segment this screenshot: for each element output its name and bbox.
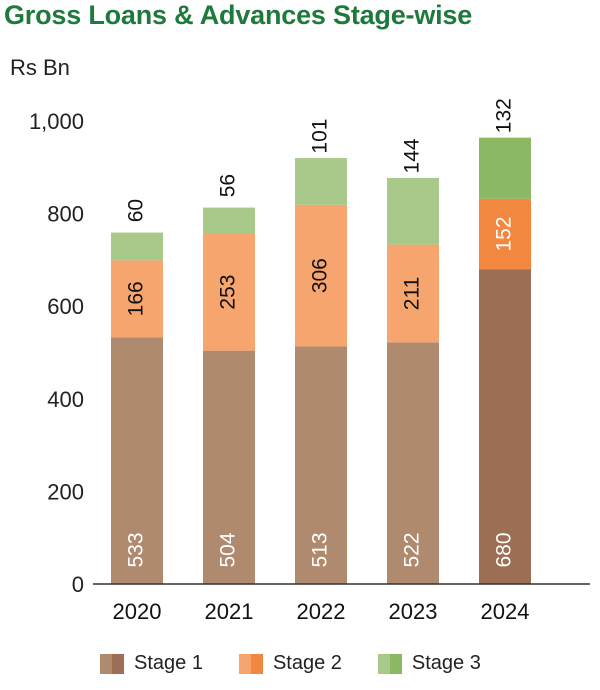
bar-segment-stage-1 [111,337,163,584]
legend-label-stage-3: Stage 3 [411,652,481,674]
legend-label-stage-1: Stage 1 [134,652,203,674]
legend-label-stage-2: Stage 2 [272,652,342,674]
y-tick-label: 1,000 [29,109,84,134]
data-label: 56 [217,174,240,197]
legend-item-stage-2: Stage 2 [238,652,342,675]
legend-swatch-stage-2 [238,653,263,674]
x-tick-label: 2022 [297,599,346,624]
data-label: 132 [493,98,516,133]
bar-segment-stage-2 [295,204,347,347]
bar-segment-stage-3 [387,177,439,245]
bar-segment-stage-3 [111,232,163,261]
y-axis-unit-label: Rs Bn [10,55,70,80]
x-tick-label: 2023 [389,599,438,624]
bar-segment-stage-1 [479,269,531,584]
legend-item-stage-3: Stage 3 [377,652,481,675]
data-label: 680 [493,532,516,567]
bar-segment-stage-3 [203,207,255,234]
bar-segment-stage-1 [387,342,439,584]
data-label: 101 [309,119,332,154]
y-tick-label: 400 [47,387,84,412]
y-tick-label: 600 [47,294,84,319]
data-label: 513 [309,532,332,567]
bar-segment-stage-2 [479,198,531,270]
data-label: 504 [217,532,240,567]
data-label: 211 [401,277,424,310]
bar-segment-stage-3 [479,137,531,199]
chart-title: Gross Loans & Advances Stage-wise [4,0,473,30]
bar-segment-stage-2 [387,244,439,343]
data-label: 533 [125,532,148,567]
x-tick-label: 2024 [481,599,530,624]
data-label: 60 [125,199,148,222]
y-tick-label: 0 [72,572,84,597]
data-label: 166 [125,281,148,316]
data-label: 522 [401,532,424,567]
legend-swatch-stage-1 [100,653,124,674]
x-tick-label: 2021 [205,599,254,624]
bar-segment-stage-2 [203,233,255,351]
data-label: 253 [217,275,240,310]
data-label: 152 [493,216,516,251]
bar-segment-stage-1 [203,350,255,584]
chart-legend: Stage 1 Stage 2 Stage 3 [100,652,481,675]
data-label: 144 [401,138,424,173]
bar-segment-stage-2 [111,260,163,338]
y-tick-label: 200 [47,479,84,504]
legend-item-stage-1: Stage 1 [100,652,203,675]
data-label: 306 [309,258,332,293]
bar-segment-stage-1 [295,346,347,584]
x-tick-label: 2020 [113,599,162,624]
legend-swatch-stage-3 [377,653,402,674]
bar-segment-stage-3 [295,158,347,205]
y-tick-label: 800 [47,202,84,227]
